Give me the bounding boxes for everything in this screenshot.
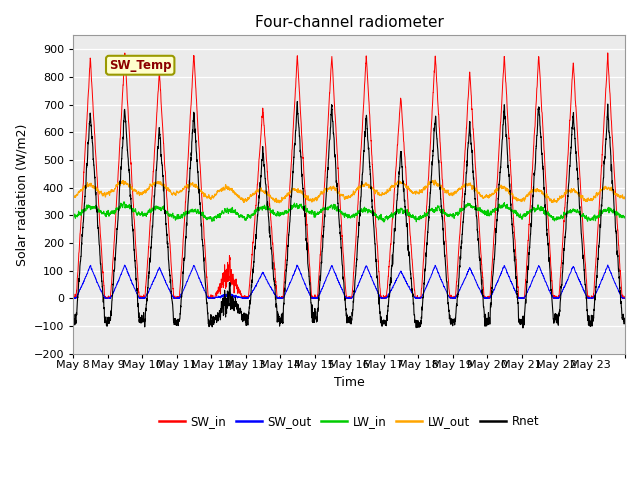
LW_in <box>542 208 550 214</box>
LW_out <box>528 187 536 193</box>
LW_out <box>399 180 407 186</box>
LW_in <box>621 214 629 220</box>
SW_in <box>184 166 191 171</box>
SW_out <box>184 278 191 284</box>
LW_in <box>380 219 388 225</box>
SW_in <box>369 180 377 186</box>
LW_in <box>528 207 536 213</box>
X-axis label: Time: Time <box>333 376 364 389</box>
Rnet <box>370 220 378 226</box>
Rnet <box>500 103 508 108</box>
SW_in <box>621 294 629 300</box>
Legend: SW_in, SW_out, LW_in, LW_out, Rnet: SW_in, SW_out, LW_in, LW_out, Rnet <box>154 410 544 433</box>
Title: Four-channel radiometer: Four-channel radiometer <box>255 15 444 30</box>
LW_out <box>500 184 508 190</box>
LW_in <box>370 210 378 216</box>
SW_in <box>69 295 77 301</box>
LW_out <box>542 194 550 200</box>
LW_out <box>184 182 191 188</box>
Line: LW_out: LW_out <box>73 180 625 203</box>
Line: LW_in: LW_in <box>73 202 625 222</box>
Rnet <box>621 317 629 323</box>
SW_in <box>500 54 508 60</box>
LW_out <box>621 195 629 201</box>
SW_out <box>604 262 612 268</box>
LW_in <box>500 203 508 208</box>
LW_out <box>431 177 439 183</box>
SW_out <box>69 295 77 301</box>
Rnet <box>519 325 527 331</box>
LW_in <box>120 199 127 205</box>
SW_out <box>542 279 550 285</box>
LW_in <box>399 211 407 216</box>
Rnet <box>542 208 550 214</box>
SW_out <box>399 273 407 279</box>
Rnet <box>184 211 191 216</box>
SW_in <box>527 184 535 190</box>
Text: SW_Temp: SW_Temp <box>109 59 172 72</box>
SW_out <box>500 263 508 269</box>
SW_out <box>550 295 557 301</box>
SW_out <box>621 295 629 301</box>
SW_out <box>527 280 535 286</box>
LW_in <box>69 212 77 218</box>
LW_out <box>69 192 77 198</box>
LW_out <box>275 200 283 206</box>
LW_in <box>184 211 191 217</box>
Line: SW_out: SW_out <box>73 265 625 298</box>
SW_in <box>604 50 612 56</box>
SW_in <box>542 176 550 182</box>
SW_out <box>369 279 377 285</box>
Line: SW_in: SW_in <box>73 53 625 298</box>
LW_out <box>370 187 378 193</box>
Rnet <box>399 179 407 185</box>
SW_in <box>399 126 407 132</box>
Y-axis label: Solar radiation (W/m2): Solar radiation (W/m2) <box>15 123 28 265</box>
Rnet <box>294 98 301 104</box>
Line: Rnet: Rnet <box>73 101 625 328</box>
Rnet <box>69 315 77 321</box>
Rnet <box>528 212 536 217</box>
